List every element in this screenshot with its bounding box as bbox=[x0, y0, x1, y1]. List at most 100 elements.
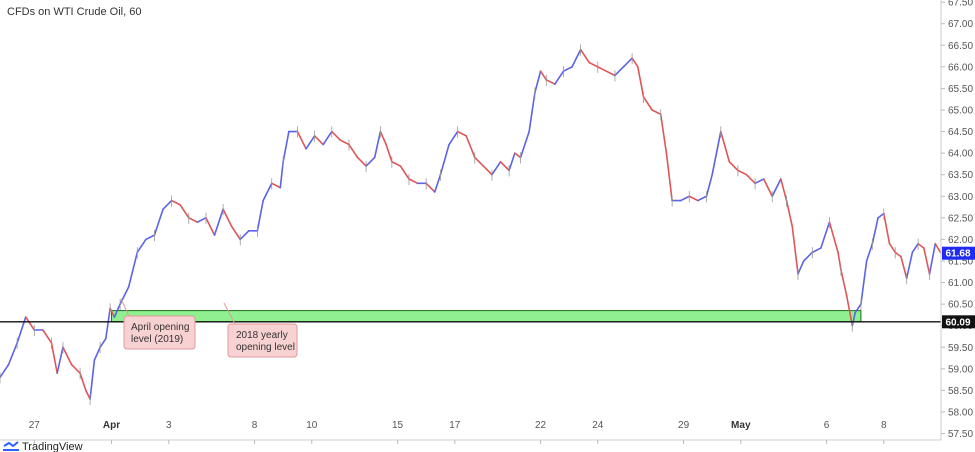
tradingview-brand: TradingView bbox=[22, 441, 83, 452]
price-segment-96 bbox=[728, 160, 739, 172]
x-tick-label-5: 15 bbox=[392, 420, 404, 431]
price-segment-55 bbox=[408, 178, 419, 185]
price-segment-57 bbox=[425, 182, 436, 193]
x-tick-label-7: 22 bbox=[535, 420, 547, 431]
price-segment-61 bbox=[456, 130, 468, 137]
y-axis[interactable]: 57.5058.0058.5059.0059.5060.0060.5061.00… bbox=[940, 0, 975, 440]
y-tick-label-10: 62.50 bbox=[948, 213, 973, 224]
x-tick-label-10: May bbox=[731, 420, 751, 431]
price-segment-53 bbox=[391, 160, 402, 167]
annotation-april-opening: April opening level (2019) bbox=[120, 298, 196, 350]
price-segment-28 bbox=[196, 217, 207, 223]
price-segment-60 bbox=[448, 130, 459, 146]
price-segment-91 bbox=[688, 195, 699, 202]
price-segment-33 bbox=[239, 229, 250, 241]
price-segment-100 bbox=[762, 178, 774, 198]
price-segment-76 bbox=[571, 48, 582, 68]
price-segment-23 bbox=[153, 208, 164, 236]
price-segment-46 bbox=[339, 139, 350, 146]
chart-title: CFDs on WTI Crude Oil, 60 bbox=[7, 6, 141, 18]
price-segment-113 bbox=[851, 311, 856, 327]
price-segment-121 bbox=[894, 251, 902, 258]
price-segment-11 bbox=[79, 372, 87, 392]
y-tick-label-12: 63.50 bbox=[948, 170, 973, 181]
price-segment-103 bbox=[785, 199, 794, 228]
price-segment-85 bbox=[642, 96, 653, 111]
y-axis-ticks: 57.5058.0058.5059.0059.5060.0060.5061.00… bbox=[941, 0, 973, 440]
price-segment-29 bbox=[205, 217, 216, 236]
tradingview-logo[interactable]: TradingView bbox=[3, 441, 83, 452]
price-segment-84 bbox=[637, 66, 645, 98]
y-tick-label-20: 67.50 bbox=[948, 0, 973, 9]
price-segment-93 bbox=[705, 173, 713, 198]
price-segment-52 bbox=[385, 143, 393, 163]
annotation-april-line2: level (2019) bbox=[131, 334, 183, 345]
price-segment-111 bbox=[840, 268, 848, 297]
price-segment-106 bbox=[802, 251, 814, 262]
price-segment-88 bbox=[665, 152, 673, 202]
x-tick-label-3: 8 bbox=[252, 420, 258, 431]
y-tick-label-8: 61.50 bbox=[948, 256, 973, 267]
price-segment-62 bbox=[465, 135, 476, 159]
price-segment-92 bbox=[697, 195, 708, 202]
price-segment-74 bbox=[554, 70, 565, 85]
price-segment-66 bbox=[499, 160, 510, 172]
price-segment-119 bbox=[882, 212, 891, 245]
price-segment-38 bbox=[279, 160, 284, 189]
price-segment-26 bbox=[179, 204, 190, 219]
callout-box-2018 bbox=[227, 323, 298, 358]
x-tick-label-1: Apr bbox=[103, 420, 120, 431]
price-segment-67 bbox=[508, 152, 516, 172]
y-tick-label-17: 66.00 bbox=[948, 62, 973, 73]
y-tick-label-14: 64.50 bbox=[948, 127, 973, 138]
price-segment-18 bbox=[113, 303, 121, 318]
price-segment-114 bbox=[854, 303, 862, 314]
tradingview-icon bbox=[3, 441, 19, 451]
price-segment-127 bbox=[928, 242, 937, 275]
x-tick-label-8: 24 bbox=[592, 420, 604, 431]
price-segment-41 bbox=[296, 130, 307, 150]
annotation-2018-line1: 2018 yearly bbox=[236, 330, 288, 341]
price-segment-54 bbox=[399, 165, 410, 180]
price-segment-9 bbox=[62, 346, 73, 366]
price-segment-75 bbox=[562, 66, 573, 72]
price-segment-102 bbox=[780, 178, 788, 202]
price-segment-31 bbox=[222, 208, 233, 228]
price-segment-99 bbox=[754, 178, 765, 185]
price-segment-97 bbox=[737, 169, 748, 176]
price-segment-37 bbox=[270, 182, 282, 189]
price-segment-47 bbox=[348, 143, 359, 159]
price-segment-104 bbox=[791, 225, 799, 275]
price-segment-105 bbox=[797, 260, 805, 275]
y-tick-label-11: 63.00 bbox=[948, 192, 973, 203]
price-segment-16 bbox=[105, 307, 111, 340]
y-tick-label-9: 62.00 bbox=[948, 235, 973, 246]
price-segment-24 bbox=[162, 199, 173, 211]
callout-pointer-2018 bbox=[223, 302, 236, 325]
price-segment-13 bbox=[89, 359, 96, 400]
price-segment-124 bbox=[911, 242, 919, 254]
x-tick-label-0: 27 bbox=[29, 420, 41, 431]
price-segment-70 bbox=[528, 91, 536, 133]
price-segment-95 bbox=[719, 130, 731, 163]
price-segment-20 bbox=[127, 251, 139, 288]
current-price-tag-bg bbox=[942, 246, 975, 260]
price-segment-107 bbox=[811, 247, 822, 254]
price-segment-79 bbox=[596, 66, 608, 72]
price-segment-32 bbox=[230, 225, 242, 241]
price-segment-109 bbox=[828, 221, 839, 254]
annotation-2018-opening: 2018 yearly opening level bbox=[223, 302, 298, 358]
x-axis-ticks: 27 Apr 3 8 10 15 17 22 24 29 May 6 8 bbox=[29, 420, 887, 444]
price-segment-77 bbox=[579, 48, 590, 64]
x-axis[interactable]: 27 Apr 3 8 10 15 17 22 24 29 May 6 8 bbox=[0, 420, 941, 444]
price-segment-98 bbox=[745, 173, 756, 185]
price-segment-22 bbox=[145, 234, 156, 241]
support-zone bbox=[111, 310, 862, 323]
callout-pointer-april bbox=[120, 298, 130, 317]
price-segment-21 bbox=[136, 238, 147, 254]
price-series bbox=[0, 44, 942, 406]
price-segment-69 bbox=[519, 130, 530, 159]
price-segment-12 bbox=[85, 389, 91, 400]
price-segment-115 bbox=[860, 260, 868, 305]
